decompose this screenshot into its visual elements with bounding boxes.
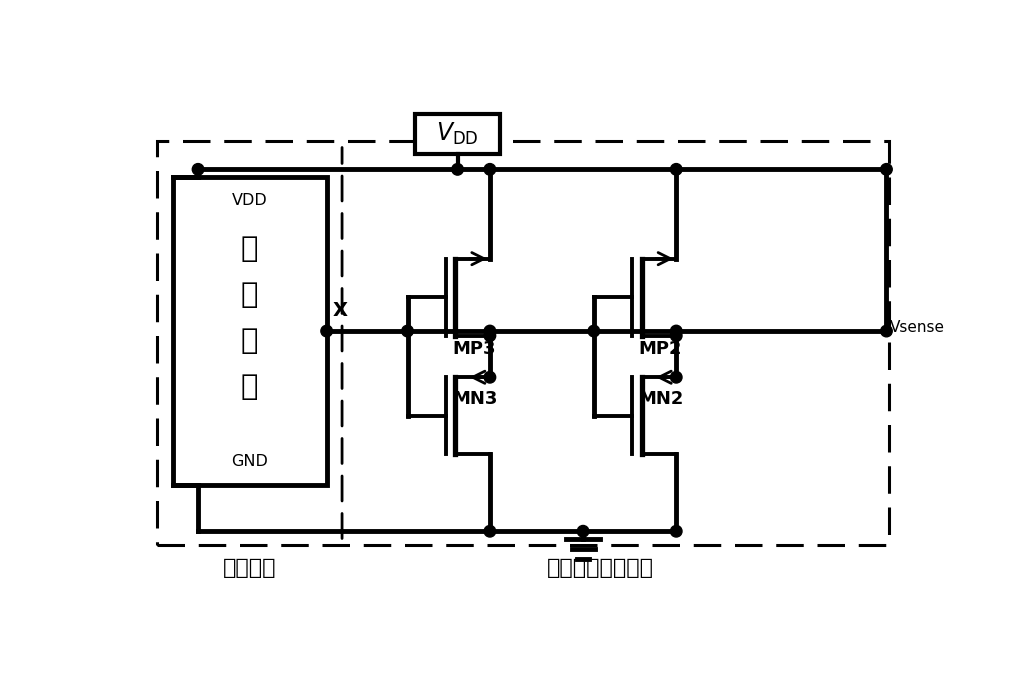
Text: 测: 测 <box>241 281 259 309</box>
Circle shape <box>452 164 463 175</box>
Circle shape <box>588 325 600 337</box>
Circle shape <box>670 526 682 537</box>
Text: GND: GND <box>231 454 268 470</box>
Bar <box>415 114 500 154</box>
Circle shape <box>484 330 496 341</box>
Bar <box>173 177 327 485</box>
Text: Vsense: Vsense <box>889 319 944 335</box>
Text: MN2: MN2 <box>639 390 684 408</box>
Text: MP2: MP2 <box>639 340 682 357</box>
Text: X: X <box>333 301 347 320</box>
Text: 模: 模 <box>241 327 259 355</box>
Circle shape <box>881 164 892 175</box>
Circle shape <box>670 330 682 341</box>
Circle shape <box>484 371 496 383</box>
Bar <box>157 141 889 545</box>
Circle shape <box>321 325 332 337</box>
Circle shape <box>670 164 682 175</box>
Text: VDD: VDD <box>232 193 268 208</box>
Text: 检测模块: 检测模块 <box>223 559 276 578</box>
Text: MN3: MN3 <box>452 390 498 408</box>
Circle shape <box>192 164 203 175</box>
Circle shape <box>670 325 682 337</box>
Text: 驱动能力增强模块: 驱动能力增强模块 <box>547 559 653 578</box>
Text: 检: 检 <box>241 235 259 263</box>
Circle shape <box>881 325 892 337</box>
Circle shape <box>402 325 413 337</box>
Text: 块: 块 <box>241 373 259 401</box>
Text: MP3: MP3 <box>452 340 496 357</box>
Circle shape <box>484 526 496 537</box>
Text: $V_{\rm DD}$: $V_{\rm DD}$ <box>436 121 479 147</box>
Circle shape <box>484 325 496 337</box>
Circle shape <box>484 164 496 175</box>
Circle shape <box>670 371 682 383</box>
Circle shape <box>577 526 589 537</box>
